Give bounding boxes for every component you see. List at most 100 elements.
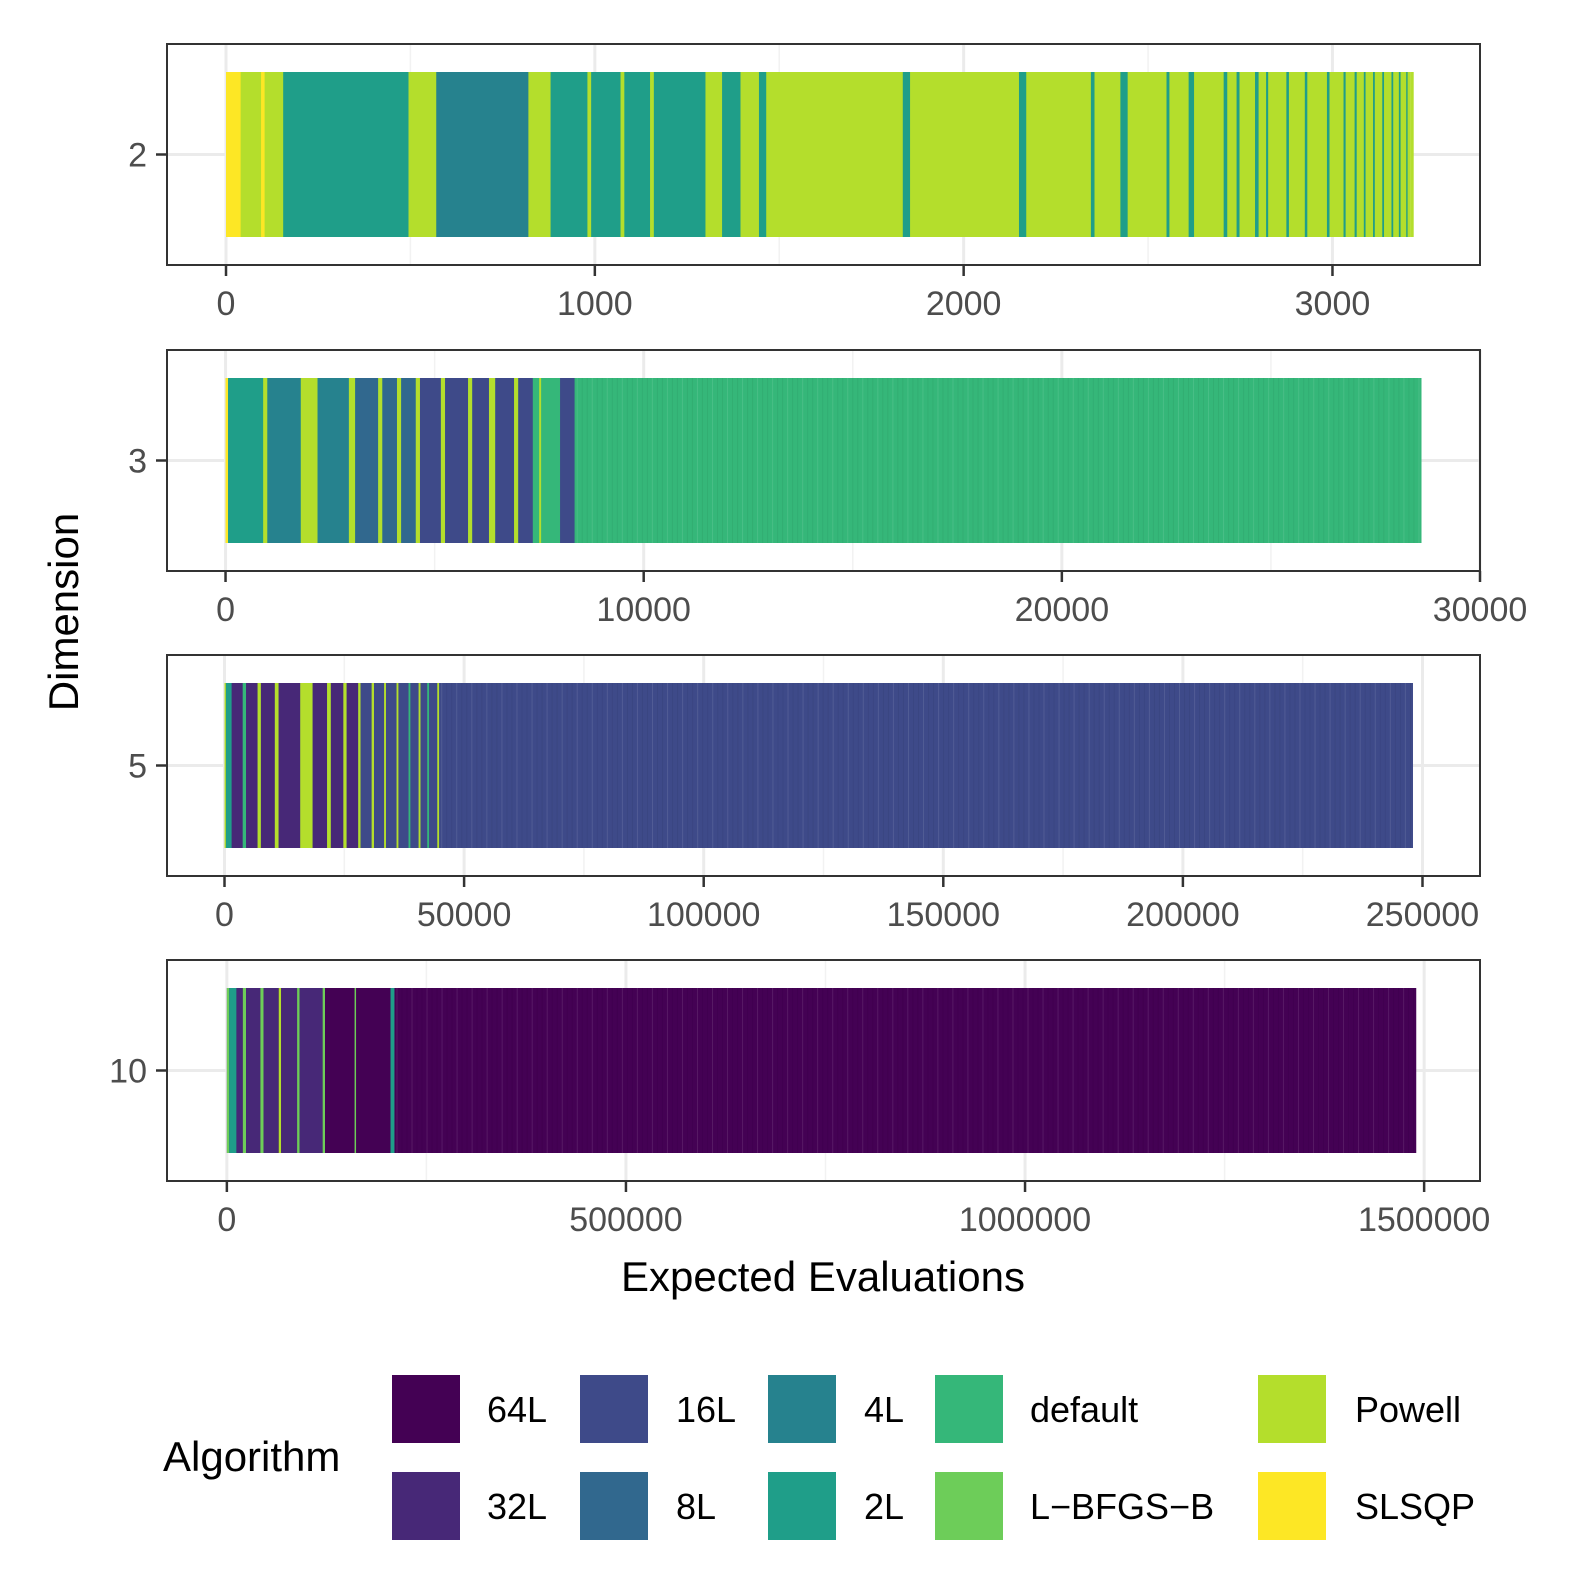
bar-segment-Powell <box>488 378 496 543</box>
bar-segment-Powell <box>396 378 402 543</box>
y-tick-label: 5 <box>128 748 147 786</box>
bar-segment-2L <box>1363 72 1366 237</box>
bar-segment-Powell <box>766 72 903 237</box>
legend-label-2L: 2L <box>864 1486 904 1527</box>
bar-segment-Powell <box>1384 72 1392 237</box>
bar-segment-2L <box>1188 72 1195 237</box>
bar-segment-32L <box>236 988 243 1153</box>
x-axis-title: Expected Evaluations <box>621 1253 1025 1300</box>
bar-segment-Powell <box>1393 72 1399 237</box>
bar-segment-Powell <box>396 683 399 848</box>
bar-segment-Powell <box>1329 72 1344 237</box>
bar-segment-2L <box>1018 72 1027 237</box>
legend-item-64L: 64L <box>392 1375 547 1443</box>
x-tick-label: 0 <box>216 591 235 629</box>
legend-key-64L <box>392 1375 460 1443</box>
bar-segment-32L <box>299 988 323 1153</box>
bar-segment-16L <box>560 378 575 543</box>
bar-segment-Powell <box>1258 72 1267 237</box>
bar-segment-32L <box>246 683 258 848</box>
legend: Algorithm 64L 32L 16L 8L 4L 2L default L−BFGS−B… <box>163 1375 1475 1540</box>
bar-segment-L-BFGS-B <box>322 988 326 1153</box>
bar-segment-2L <box>283 72 409 237</box>
legend-item-L-BFGS-B: L−BFGS−B <box>935 1472 1214 1540</box>
bar-segment-16L <box>420 683 428 848</box>
bar-segment-Powell <box>650 72 654 237</box>
bar-segment-8L <box>382 378 397 543</box>
bar-segment-2L <box>1304 72 1308 237</box>
bar-segment-Powell <box>274 683 279 848</box>
bar-segment-Powell <box>910 72 1019 237</box>
bar-segment-default <box>541 378 561 543</box>
legend-key-L-BFGS-B <box>935 1472 1003 1540</box>
legend-item-2L: 2L <box>768 1472 904 1540</box>
bar-segment-Powell <box>740 72 759 237</box>
bar-segment-Powell <box>587 72 592 237</box>
bar-segment-2L <box>653 72 706 237</box>
x-tick-label: 1000 <box>557 285 633 323</box>
bar-segment-Powell <box>1374 72 1383 237</box>
bar-segment-16L <box>374 683 385 848</box>
legend-item-SLSQP: SLSQP <box>1258 1472 1475 1540</box>
x-tick-label: 20000 <box>1015 591 1110 629</box>
bar-segment-Powell <box>263 378 268 543</box>
x-tick-label: 150000 <box>887 896 1000 934</box>
bar-segment-L-BFGS-B <box>297 988 300 1153</box>
bar-segment-16L <box>360 683 372 848</box>
x-tick-label: 50000 <box>417 896 512 934</box>
bar-segment-32L <box>312 683 328 848</box>
x-tick-label: 0 <box>217 1201 236 1239</box>
bar-segment-default <box>532 378 540 543</box>
bar-segment-2L <box>591 72 621 237</box>
bar-segment-2L <box>1090 72 1095 237</box>
bar-segment-default <box>427 683 430 848</box>
x-tick-label: 30000 <box>1433 591 1528 629</box>
bar-segment-2L <box>624 72 651 237</box>
bar-segment-L-BFGS-B <box>226 988 230 1153</box>
bar-segment-Powell <box>378 378 383 543</box>
bar-segment-Powell <box>1356 72 1364 237</box>
bar-segment-2L <box>225 683 232 848</box>
legend-label-default: default <box>1030 1389 1138 1430</box>
bar-segment-32L <box>330 683 344 848</box>
bar-segment-Powell <box>1268 72 1287 237</box>
legend-key-32L <box>392 1472 460 1540</box>
legend-label-L-BFGS-B: L−BFGS−B <box>1030 1486 1214 1527</box>
x-tick-label: 0 <box>217 285 236 323</box>
y-tick-label: 2 <box>128 137 147 175</box>
bar-segment-Powell <box>1407 72 1414 237</box>
bar-segment-Powell <box>1094 72 1121 237</box>
bar-segment-16L <box>429 683 438 848</box>
bar-segment-2L <box>1236 72 1240 237</box>
bar-segment-Powell <box>1227 72 1237 237</box>
bar-segment-32L <box>260 683 275 848</box>
bar-segment-32L <box>246 988 261 1153</box>
bar-segment-16L <box>385 683 397 848</box>
y-tick-label: 10 <box>109 1053 147 1091</box>
panel-dim-3: 3 0 10000 20000 30000 <box>128 349 1528 629</box>
bar-segment-default <box>574 378 1422 543</box>
bar-segment-Powell <box>224 683 226 848</box>
bar-segment-2L <box>390 988 395 1153</box>
legend-label-64L: 64L <box>487 1389 547 1430</box>
bar-segment-Powell <box>1194 72 1224 237</box>
bar-segment-2L <box>1266 72 1269 237</box>
bar-segment-2L <box>1354 72 1357 237</box>
bar-segment-2L <box>1255 72 1259 237</box>
bar-segment-Powell <box>1365 72 1374 237</box>
x-tick-label: 2000 <box>926 285 1002 323</box>
bar-segment-2L <box>1223 72 1228 237</box>
bar-segment-2L <box>1391 72 1394 237</box>
bar-segment-Powell <box>278 988 282 1153</box>
x-tick-label: 0 <box>215 896 234 934</box>
y-tick-label: 3 <box>128 443 147 481</box>
legend-key-8L <box>580 1472 648 1540</box>
legend-key-2L <box>768 1472 836 1540</box>
bar-segment-2L <box>1166 72 1170 237</box>
bar-segment-16L <box>398 683 409 848</box>
legend-item-16L: 16L <box>580 1375 736 1443</box>
bar-segment-Powell <box>440 378 446 543</box>
bar-segment-Powell <box>408 72 437 237</box>
legend-label-SLSQP: SLSQP <box>1355 1486 1475 1527</box>
